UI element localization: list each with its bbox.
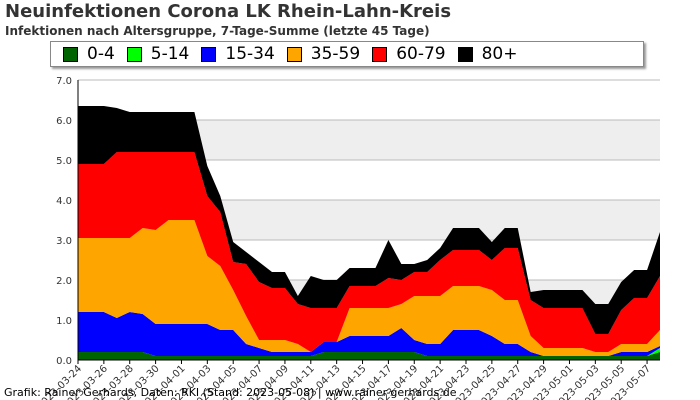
y-tick-label: 6.0 bbox=[56, 116, 72, 127]
legend-swatch bbox=[126, 46, 142, 62]
legend-swatch bbox=[457, 46, 473, 62]
y-tick-label: 7.0 bbox=[56, 76, 72, 87]
legend-swatch bbox=[63, 46, 78, 62]
legend-item-5-14: 5-14 bbox=[126, 44, 190, 64]
y-tick-label: 3.0 bbox=[56, 236, 72, 247]
series-area-15-34 bbox=[78, 312, 660, 356]
legend-swatch bbox=[372, 46, 388, 62]
chart-title: Neuinfektionen Corona LK Rhein-Lahn-Krei… bbox=[5, 1, 452, 22]
legend-swatch bbox=[286, 46, 302, 62]
source-credit: Grafik: Rainer Gerhards, Daten: RKI (Sta… bbox=[4, 386, 457, 399]
legend-item-80-plus: 80+ bbox=[457, 44, 518, 64]
y-tick-label: 0.0 bbox=[56, 356, 72, 367]
legend-label: 60-79 bbox=[396, 44, 446, 64]
y-tick-label: 4.0 bbox=[56, 196, 72, 207]
legend-swatch bbox=[201, 46, 217, 62]
legend-label: 5-14 bbox=[150, 44, 190, 64]
chart-subtitle: Infektionen nach Altersgruppe, 7-Tage-Su… bbox=[5, 24, 430, 38]
legend-item-15-34: 15-34 bbox=[201, 44, 275, 64]
y-tick-label: 5.0 bbox=[56, 156, 72, 167]
legend-label: 80+ bbox=[481, 44, 518, 64]
series-area-0-4 bbox=[78, 352, 660, 360]
legend-label: 35-59 bbox=[310, 44, 361, 64]
series-area-80-plus bbox=[78, 106, 660, 334]
legend-label: 15-34 bbox=[225, 44, 275, 64]
y-tick-label: 1.0 bbox=[56, 316, 72, 327]
legend-item-0-4: 0-4 bbox=[63, 44, 115, 64]
legend-item-35-59: 35-59 bbox=[286, 44, 361, 64]
series-area-60-79 bbox=[78, 152, 660, 352]
series-area-35-59 bbox=[78, 220, 660, 356]
y-tick-label: 2.0 bbox=[56, 276, 72, 287]
legend-label: 0-4 bbox=[87, 44, 115, 64]
chart-legend: 0-4 5-14 15-34 35-59 60-79 80+ bbox=[50, 41, 644, 67]
legend-item-60-79: 60-79 bbox=[372, 44, 446, 64]
